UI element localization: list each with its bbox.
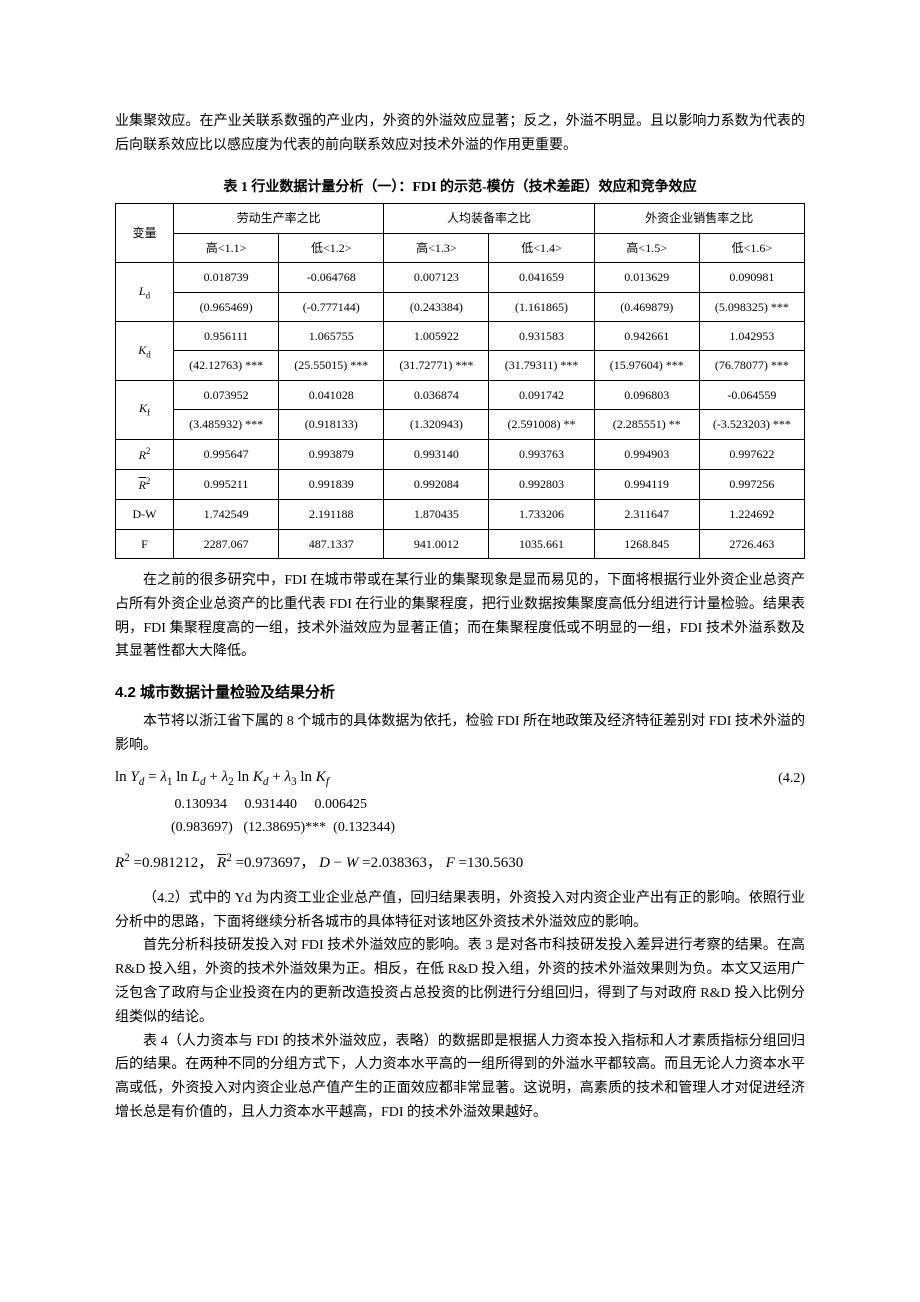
table-cell: -0.064768 <box>279 263 384 292</box>
table-cell: 0.090981 <box>699 263 804 292</box>
th-sub-4: 高<1.5> <box>594 233 699 262</box>
table-cell: 0.931583 <box>489 321 594 350</box>
th-sub-2: 高<1.3> <box>384 233 489 262</box>
table-cell: 0.995647 <box>174 439 279 469</box>
p-after-eq-1: （4.2）式中的 Yd 为内资工业企业总产值，回归结果表明，外资投入对内资企业产… <box>115 887 805 935</box>
table-var-cell: Ld <box>116 263 174 322</box>
equation-coefficients: 0.130934 0.931440 0.006425 (0.983697) (1… <box>171 794 805 839</box>
table-cell: -0.064559 <box>699 380 804 409</box>
table-cell: 1.042953 <box>699 321 804 350</box>
table-cell: (42.12763) *** <box>174 351 279 380</box>
th-sub-0: 高<1.1> <box>174 233 279 262</box>
table-cell: 0.992084 <box>384 469 489 499</box>
table-cell: 1.065755 <box>279 321 384 350</box>
table-cell: 2726.463 <box>699 529 804 558</box>
table-var-cell: Kf <box>116 380 174 439</box>
section-4-2-intro: 本节将以浙江省下属的 8 个城市的具体数据为依托，检验 FDI 所在地政策及经济… <box>115 710 805 758</box>
th-group-1: 人均装备率之比 <box>384 204 594 233</box>
table-cell: 1.742549 <box>174 500 279 529</box>
table-cell: 0.007123 <box>384 263 489 292</box>
table-cell: 487.1337 <box>279 529 384 558</box>
table-cell: 0.018739 <box>174 263 279 292</box>
table-cell: 0.993763 <box>489 439 594 469</box>
table-cell: 1.733206 <box>489 500 594 529</box>
table-cell: (31.79311) *** <box>489 351 594 380</box>
section-4-2-title: 4.2 城市数据计量检验及结果分析 <box>115 680 805 706</box>
table-cell: 0.096803 <box>594 380 699 409</box>
table-cell: 0.993140 <box>384 439 489 469</box>
table-cell: 0.992803 <box>489 469 594 499</box>
p-after-eq-3: 表 4（人力资本与 FDI 的技术外溢效应，表略）的数据即是根据人力资本投入指标… <box>115 1030 805 1125</box>
equation-4-2: ln Yd = λ1 ln Ld + λ2 ln Kd + λ3 ln Kf (… <box>115 765 805 792</box>
table-cell: 0.995211 <box>174 469 279 499</box>
table-cell: (2.285551) ** <box>594 410 699 439</box>
th-sub-3: 低<1.4> <box>489 233 594 262</box>
intro-paragraph: 业集聚效应。在产业关联系数强的产业内，外资的外溢效应显著；反之，外溢不明显。且以… <box>115 110 805 158</box>
table-cell: (0.918133) <box>279 410 384 439</box>
table-cell: (0.243384) <box>384 292 489 321</box>
table-cell: 1.005922 <box>384 321 489 350</box>
p-after-table1: 在之前的很多研究中，FDI 在城市带或在某行业的集聚现象是显而易见的，下面将根据… <box>115 569 805 664</box>
table-stat-label: F <box>116 529 174 558</box>
table-cell: 0.994903 <box>594 439 699 469</box>
table-stat-label: D-W <box>116 500 174 529</box>
table-cell: (2.591008) ** <box>489 410 594 439</box>
table-cell: 2.191188 <box>279 500 384 529</box>
table-cell: (0.469879) <box>594 292 699 321</box>
table-cell: (-0.777144) <box>279 292 384 321</box>
table-cell: 941.0012 <box>384 529 489 558</box>
table-cell: (5.098325) *** <box>699 292 804 321</box>
table-cell: (15.97604) *** <box>594 351 699 380</box>
table-cell: 1035.661 <box>489 529 594 558</box>
equation-stats: R2 =0.981212， R2 =0.973697， D − W =2.038… <box>115 849 805 877</box>
table-cell: 0.956111 <box>174 321 279 350</box>
table-cell: 1268.845 <box>594 529 699 558</box>
table-cell: 1.224692 <box>699 500 804 529</box>
table-cell: 2287.067 <box>174 529 279 558</box>
table-stat-label: R2 <box>116 439 174 469</box>
table-cell: 0.041028 <box>279 380 384 409</box>
table-cell: (31.72771) *** <box>384 351 489 380</box>
table-cell: (3.485932) *** <box>174 410 279 439</box>
table-cell: 0.994119 <box>594 469 699 499</box>
equation-number: (4.2) <box>735 767 805 791</box>
table-cell: 0.997256 <box>699 469 804 499</box>
table-cell: (-3.523203) *** <box>699 410 804 439</box>
table-cell: (1.161865) <box>489 292 594 321</box>
table-cell: 0.942661 <box>594 321 699 350</box>
table-cell: 0.991839 <box>279 469 384 499</box>
th-var: 变量 <box>116 204 174 263</box>
th-group-2: 外资企业销售率之比 <box>594 204 804 233</box>
table-cell: 2.311647 <box>594 500 699 529</box>
th-group-0: 劳动生产率之比 <box>174 204 384 233</box>
th-sub-1: 低<1.2> <box>279 233 384 262</box>
table-cell: (76.78077) *** <box>699 351 804 380</box>
table-cell: 0.073952 <box>174 380 279 409</box>
table-cell: (25.55015) *** <box>279 351 384 380</box>
table-var-cell: Kd <box>116 321 174 380</box>
table-cell: 0.036874 <box>384 380 489 409</box>
table-cell: 0.997622 <box>699 439 804 469</box>
table-cell: 0.091742 <box>489 380 594 409</box>
table-cell: 0.041659 <box>489 263 594 292</box>
table-stat-label: R2 <box>116 469 174 499</box>
table-cell: 0.993879 <box>279 439 384 469</box>
table1: 变量 劳动生产率之比 人均装备率之比 外资企业销售率之比 高<1.1> 低<1.… <box>115 203 805 559</box>
table-cell: (1.320943) <box>384 410 489 439</box>
table1-caption: 表 1 行业数据计量分析（一）：FDI 的示范-模仿（技术差距）效应和竞争效应 <box>115 176 805 200</box>
table-cell: 0.013629 <box>594 263 699 292</box>
p-after-eq-2: 首先分析科技研发投入对 FDI 技术外溢效应的影响。表 3 是对各市科技研发投入… <box>115 934 805 1029</box>
table-cell: 1.870435 <box>384 500 489 529</box>
table-cell: (0.965469) <box>174 292 279 321</box>
th-sub-5: 低<1.6> <box>699 233 804 262</box>
